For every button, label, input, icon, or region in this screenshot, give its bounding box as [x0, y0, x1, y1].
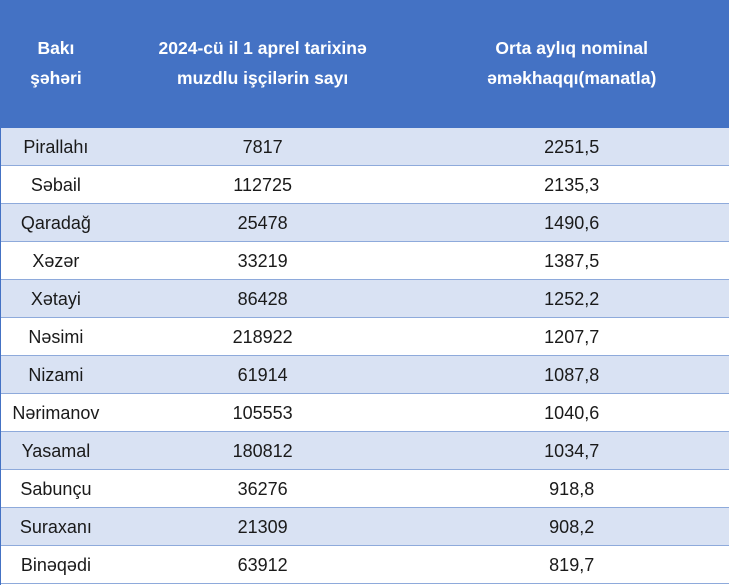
table-row: Nəsimi 218922 1207,7 [1, 318, 729, 356]
workers-cell: 21309 [237, 516, 288, 537]
workers-cell: 36276 [237, 478, 288, 499]
workers-cell: 61914 [237, 364, 288, 385]
district-cell: Səbail [30, 174, 81, 195]
salary-cell: 1207,7 [544, 326, 600, 347]
table-row: Səbail 112725 2135,3 [1, 166, 729, 204]
table-body: Pirallahı 7817 2251,5 Səbail 112725 2135,3 Qar… [1, 128, 729, 584]
workers-cell: 105553 [232, 402, 293, 423]
header-workers-line1: 2024-cü il 1 aprel tarixinə [158, 38, 367, 58]
district-cell: Suraxanı [19, 516, 92, 537]
district-cell: Xətayi [30, 288, 81, 309]
header-salary: Orta aylıq nominal əməkhaqqı(manatla) [414, 0, 729, 128]
salary-cell: 1034,7 [544, 440, 600, 461]
salary-cell: 1040,6 [544, 402, 600, 423]
table-row: Binəqədi 63912 819,7 [1, 546, 729, 584]
header-salary-line2: əməkhaqqı(manatla) [487, 68, 657, 88]
table-row: Sabunçu 36276 918,8 [1, 470, 729, 508]
salary-cell: 1490,6 [544, 212, 600, 233]
header-salary-line1: Orta aylıq nominal [495, 38, 649, 58]
workers-cell: 25478 [237, 212, 288, 233]
salary-cell: 918,8 [549, 478, 595, 499]
district-cell: Pirallahı [23, 136, 89, 157]
salary-cell: 1252,2 [544, 288, 600, 309]
table-row: Yasamal 180812 1034,7 [1, 432, 729, 470]
table-row: Nərimanov 105553 1040,6 [1, 394, 729, 432]
district-cell: Xəzər [32, 250, 80, 271]
district-cell: Qaradağ [20, 212, 91, 233]
workers-cell: 180812 [232, 440, 293, 461]
salary-cell: 1087,8 [544, 364, 600, 385]
salary-cell: 819,7 [549, 554, 595, 575]
header-district-line2: şəhəri [30, 68, 82, 88]
workers-cell: 63912 [237, 554, 288, 575]
district-cell: Nizami [28, 364, 84, 385]
header-district-line1: Bakı [37, 38, 75, 58]
workers-cell: 33219 [237, 250, 288, 271]
salary-cell: 2135,3 [544, 174, 600, 195]
district-cell: Nərimanov [12, 402, 100, 423]
workers-cell: 86428 [237, 288, 288, 309]
salary-cell: 1387,5 [544, 250, 600, 271]
district-cell: Nəsimi [28, 326, 84, 347]
salary-cell: 908,2 [549, 516, 595, 537]
table-row: Pirallahı 7817 2251,5 [1, 128, 729, 166]
table-row: Qaradağ 25478 1490,6 [1, 204, 729, 242]
header-district: Bakı şəhəri [1, 0, 111, 128]
district-cell: Yasamal [21, 440, 91, 461]
header-workers: 2024-cü il 1 aprel tarixinə muzdlu işçil… [111, 0, 415, 128]
table-row: Xəzər 33219 1387,5 [1, 242, 729, 280]
workers-cell: 218922 [232, 326, 293, 347]
workers-cell: 7817 [242, 136, 283, 157]
district-cell: Binəqədi [20, 554, 91, 575]
header-workers-line2: muzdlu işçilərin sayı [177, 68, 349, 88]
workers-cell: 112725 [233, 174, 292, 195]
salary-cell: 2251,5 [544, 136, 600, 157]
table-row: Nizami 61914 1087,8 [1, 356, 729, 394]
table-row: Suraxanı 21309 908,2 [1, 508, 729, 546]
district-cell: Sabunçu [20, 478, 92, 499]
table-row: Xətayi 86428 1252,2 [1, 280, 729, 318]
table-header: Bakı şəhəri 2024-cü il 1 aprel tarixinə … [1, 0, 729, 128]
